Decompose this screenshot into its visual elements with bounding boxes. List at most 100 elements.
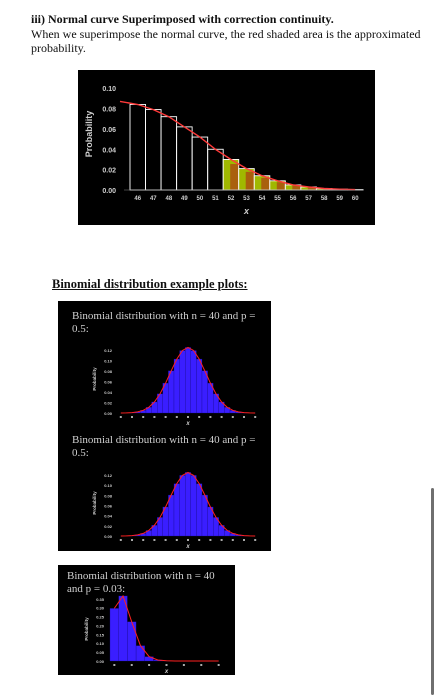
- binomial-plot-3: Binomial distribution with n = 40 and p …: [58, 565, 235, 675]
- x-tick-mark: [142, 416, 145, 418]
- x-tick-label: 46: [134, 196, 141, 202]
- y-tick-label: 0.10: [102, 86, 116, 93]
- y-tick-label: 0.20: [96, 623, 105, 628]
- x-tick-mark: [243, 416, 245, 418]
- histogram-bar: [168, 370, 175, 414]
- x-tick-label: 55: [274, 196, 281, 202]
- histogram-bar: [201, 370, 208, 414]
- y-tick-label: 0.12: [104, 348, 113, 353]
- binomial-svg-2: Probability 0.00 0.02 0.04 0.06 0.08 0.10 0.12 x: [92, 471, 257, 550]
- histogram-bar: [196, 358, 203, 414]
- x-tick-mark: [182, 664, 185, 666]
- x-tick-mark: [142, 539, 145, 541]
- y-tick-label: 0.04: [102, 147, 116, 154]
- y-tick-label: 0.04: [104, 390, 113, 395]
- binomial-plot-1: Binomial distribution with n = 40 and p …: [58, 301, 271, 426]
- histogram-bar: [129, 104, 146, 191]
- histogram-bar: [160, 116, 178, 191]
- x-tick-mark: [153, 539, 156, 541]
- normal-curve: [120, 471, 256, 537]
- histogram-bar: [201, 494, 208, 537]
- y-tick-label: 0.12: [104, 473, 113, 478]
- x-tick-mark: [220, 416, 223, 418]
- x-tick-label: 49: [181, 196, 188, 202]
- x-tick-mark: [131, 416, 133, 418]
- x-tick-mark: [119, 416, 122, 418]
- x-tick-mark: [209, 539, 212, 541]
- histogram-bar: [190, 475, 197, 537]
- histogram-bar: [179, 475, 186, 537]
- histogram-bar: [109, 608, 119, 662]
- x-tick-mark: [187, 416, 189, 418]
- x-tick-mark: [254, 539, 257, 541]
- y-tick-label: 0.02: [104, 401, 113, 406]
- x-tick-label: 60: [352, 196, 359, 202]
- y-tick-label: 0.04: [104, 514, 113, 519]
- y-tick-label: 0.08: [102, 107, 116, 114]
- y-tick-label: 0.10: [104, 483, 113, 488]
- x-tick-mark: [231, 539, 234, 541]
- x-tick-mark: [198, 416, 201, 418]
- x-tick-mark: [243, 539, 245, 541]
- normal-curve-chart: Probability 0.00 0.02 0.04 0.06 0.08 0.10 46 47 4…: [78, 70, 375, 225]
- x-tick-mark: [113, 664, 116, 666]
- plot-caption-1: Binomial distribution with n = 40 and p …: [72, 310, 256, 335]
- plot-caption-2: Binomial distribution with n = 40 and p …: [72, 434, 256, 459]
- histogram-bar: [173, 358, 180, 414]
- y-tick-label: 0.08: [104, 369, 113, 374]
- explanation-paragraph: When we superimpose the normal curve, th…: [31, 27, 421, 55]
- x-tick-mark: [175, 416, 178, 418]
- x-tick-label: 51: [212, 196, 219, 202]
- shaded-red-area: [276, 182, 286, 190]
- x-tick-mark: [220, 539, 223, 541]
- histogram-bar: [185, 347, 191, 414]
- x-tick-label: 58: [321, 196, 328, 202]
- y-tick-label: 0.02: [104, 524, 113, 529]
- y-axis-label: Probability: [92, 491, 97, 515]
- histogram-bar: [127, 621, 137, 662]
- x-tick-mark: [131, 539, 133, 541]
- x-tick-mark: [153, 416, 156, 418]
- y-tick-label: 0.10: [104, 359, 113, 364]
- y-tick-label: 0.06: [104, 380, 113, 385]
- x-tick-mark: [164, 539, 167, 541]
- y-tick-label: 0.02: [102, 168, 116, 175]
- x-tick-label: 54: [259, 196, 266, 202]
- x-tick-mark: [231, 416, 234, 418]
- y-tick-label: 0.30: [96, 606, 105, 611]
- x-tick-label: 53: [243, 196, 250, 202]
- normal-curve: [120, 346, 256, 414]
- y-tick-label: 0.15: [96, 632, 105, 637]
- y-tick-label: 0.25: [96, 615, 105, 620]
- section-heading: iii) Normal curve Superimposed with corr…: [31, 12, 334, 26]
- histogram-bar: [190, 350, 197, 414]
- x-tick-mark: [200, 664, 203, 666]
- x-tick-mark: [217, 664, 220, 666]
- binomial-svg-3: Probability 0.00 0.05 0.10 0.15 0.20 0.25 0.30 0…: [84, 594, 220, 675]
- x-axis-label: x: [164, 669, 169, 675]
- x-tick-mark: [187, 539, 189, 541]
- x-tick-label: 57: [305, 196, 312, 202]
- x-tick-mark: [209, 416, 212, 418]
- y-tick-label: 0.10: [96, 641, 105, 646]
- shaded-red-area: [292, 185, 301, 190]
- x-tick-mark: [175, 539, 178, 541]
- x-tick-mark: [165, 664, 168, 666]
- y-tick-label: 0.00: [104, 411, 113, 416]
- y-axis-label: Probability: [84, 617, 89, 641]
- x-tick-mark: [119, 539, 122, 541]
- x-axis-label: x: [243, 206, 250, 216]
- histogram-bar: [196, 483, 203, 537]
- shaded-red-area: [245, 171, 255, 190]
- y-tick-label: 0.08: [104, 493, 113, 498]
- x-tick-label: 59: [336, 196, 343, 202]
- y-axis-label: Probability: [84, 111, 94, 158]
- x-tick-label: 50: [197, 196, 204, 202]
- plot-caption-3: Binomial distribution with n = 40 and p …: [67, 570, 215, 595]
- shaded-red-area: [307, 187, 317, 190]
- y-tick-label: 0.06: [104, 504, 113, 509]
- scrollbar[interactable]: [431, 488, 434, 695]
- x-tick-mark: [198, 539, 201, 541]
- normal-curve: [119, 100, 356, 191]
- x-tick-label: 48: [165, 196, 172, 202]
